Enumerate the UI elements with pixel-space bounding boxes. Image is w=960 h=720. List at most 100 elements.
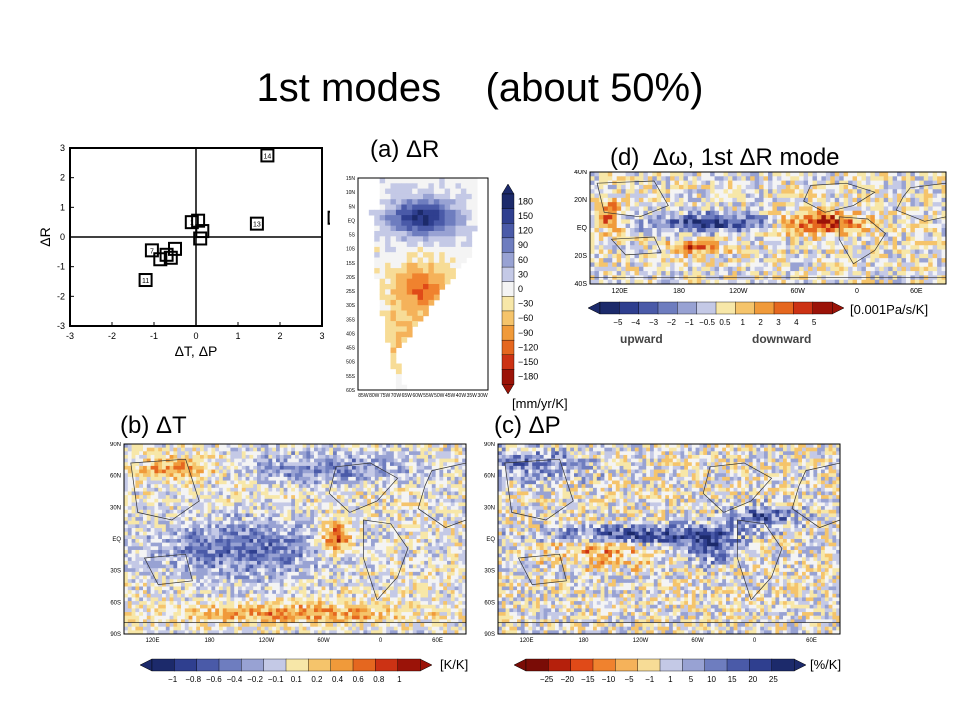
field-cell <box>839 172 845 177</box>
field-cell <box>211 495 216 500</box>
field-cell <box>790 215 796 220</box>
field-cell <box>302 498 307 503</box>
field-cell <box>848 223 853 229</box>
field-cell <box>184 469 189 474</box>
field-cell <box>776 271 782 276</box>
field-cell <box>803 197 809 203</box>
colorbar-a-tick-label: −90 <box>518 328 533 338</box>
field-cell <box>768 236 773 242</box>
field-cell <box>211 520 216 525</box>
field-cell <box>670 172 675 177</box>
field-cell <box>428 236 435 242</box>
field-cell <box>253 487 258 492</box>
field-cell <box>431 451 436 456</box>
field-cell <box>333 458 338 463</box>
field-cell <box>390 321 397 327</box>
field-cell <box>941 253 947 259</box>
field-cell <box>363 524 368 529</box>
field-cell <box>291 513 296 518</box>
field-cell <box>367 473 372 478</box>
field-cell <box>420 498 425 503</box>
field-cell <box>241 491 246 496</box>
field-cell <box>901 197 907 203</box>
field-cell <box>371 458 376 463</box>
field-cell <box>196 524 201 529</box>
field-cell <box>135 454 140 460</box>
field-cell <box>406 236 413 242</box>
field-cell <box>390 268 397 274</box>
field-cell <box>883 249 889 255</box>
field-cell <box>416 447 421 452</box>
field-cell <box>794 253 800 259</box>
field-cell <box>812 223 818 229</box>
field-cell <box>647 197 653 203</box>
field-cell <box>423 252 429 258</box>
field-cell <box>705 253 711 259</box>
field-cell <box>230 506 235 511</box>
field-cell <box>665 279 671 285</box>
field-cell <box>314 480 319 485</box>
field-cell <box>941 184 947 190</box>
field-cell <box>839 236 845 242</box>
field-cell <box>834 172 840 177</box>
field-cell <box>647 253 653 259</box>
field-cell <box>203 469 208 474</box>
field-cell <box>207 469 212 474</box>
field-cell <box>207 509 212 514</box>
field-cell <box>317 447 322 452</box>
field-cell <box>634 219 640 225</box>
field-cell <box>803 240 809 246</box>
field-cell <box>590 223 595 229</box>
field-cell <box>458 520 463 525</box>
field-cell <box>772 180 778 186</box>
field-cell <box>397 531 402 536</box>
field-cell <box>670 215 675 220</box>
colorbar-d-swatch <box>715 301 736 315</box>
field-cell <box>701 206 707 212</box>
field-cell <box>630 223 635 229</box>
field-cell <box>674 279 680 285</box>
field-cell <box>321 465 326 470</box>
field-cell <box>169 454 174 460</box>
field-cell <box>207 476 212 481</box>
field-cell <box>241 520 246 525</box>
field-cell <box>447 513 452 518</box>
field-cell <box>276 484 281 489</box>
field-cell <box>458 451 463 456</box>
field-cell <box>594 172 600 177</box>
field-cell <box>763 262 769 268</box>
map-d-lon-label: 60W <box>790 288 805 295</box>
field-cell <box>336 469 341 474</box>
field-cell <box>941 245 947 250</box>
field-cell <box>431 454 436 460</box>
field-cell <box>431 509 436 514</box>
field-cell <box>679 184 684 190</box>
field-cell <box>139 469 144 474</box>
field-cell <box>393 509 398 514</box>
field-cell <box>848 176 853 182</box>
field-cell <box>257 480 262 485</box>
field-cell <box>302 480 307 485</box>
field-cell <box>158 447 163 452</box>
field-cell <box>630 202 635 207</box>
field-cell <box>374 447 379 452</box>
field-cell <box>692 180 698 186</box>
field-cell <box>444 268 451 274</box>
field-cell <box>741 240 747 246</box>
field-cell <box>146 506 151 511</box>
field-cell <box>124 517 129 522</box>
field-cell <box>169 520 174 525</box>
field-cell <box>781 189 787 194</box>
field-cell <box>295 528 300 533</box>
field-cell <box>462 506 467 511</box>
field-cell <box>621 258 626 263</box>
field-cell <box>892 210 898 216</box>
field-cell <box>192 513 197 518</box>
field-cell <box>705 258 711 263</box>
field-cell <box>768 184 773 190</box>
field-cell <box>184 480 189 485</box>
field-cell <box>181 491 186 496</box>
field-cell <box>287 454 292 460</box>
field-cell <box>745 245 751 250</box>
field-cell <box>861 240 867 246</box>
